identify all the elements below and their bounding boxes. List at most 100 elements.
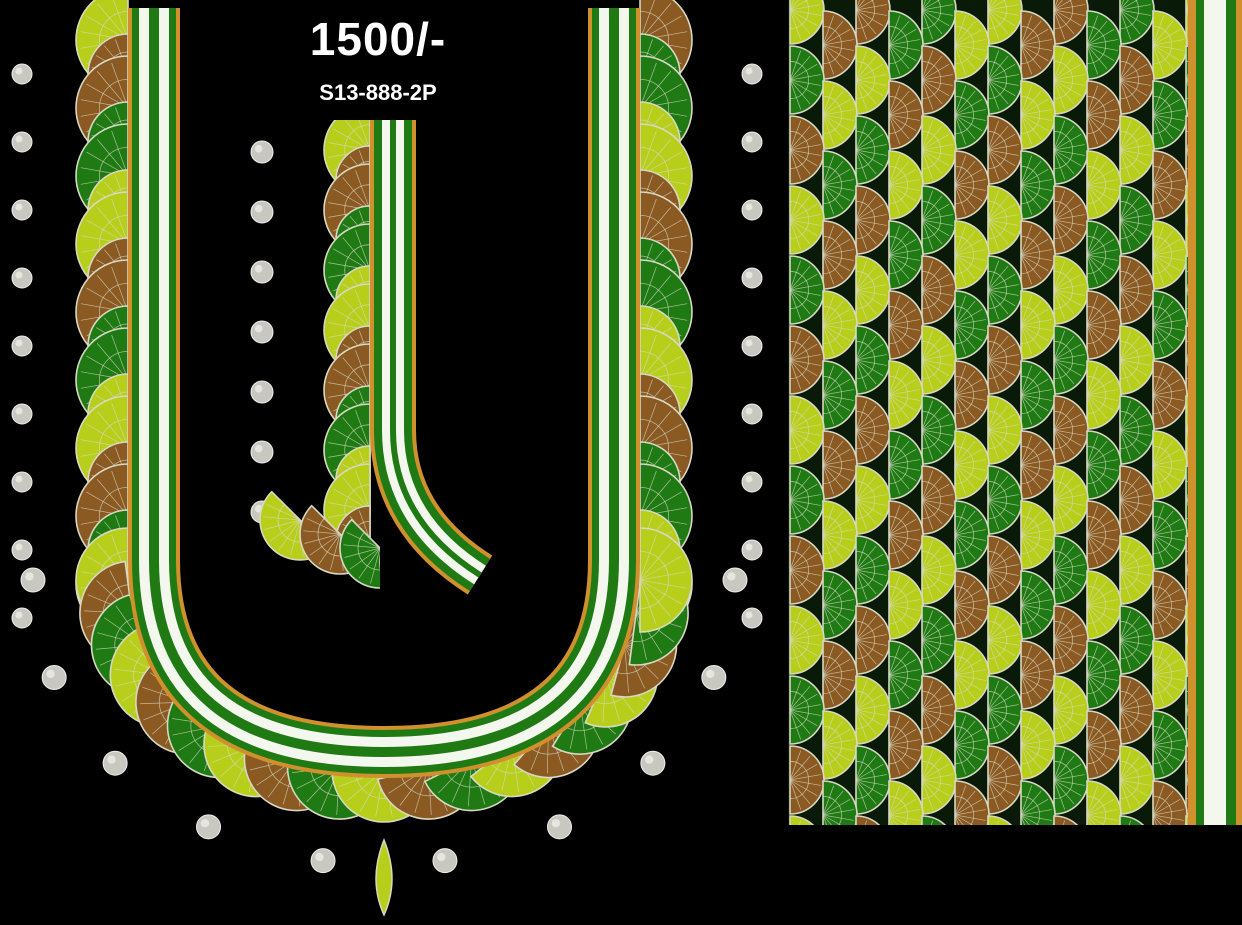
fan-scallop-motif <box>954 220 990 290</box>
fan-scallop-motif <box>1119 605 1155 675</box>
fan-scallop-motif <box>1152 80 1188 150</box>
fan-scallop-motif <box>1086 500 1122 570</box>
fan-scallop-motif <box>1020 220 1056 290</box>
fan-scallop-motif <box>987 45 1023 115</box>
fan-scallop-motif <box>1053 675 1089 745</box>
fan-scallop-motif <box>855 325 891 395</box>
fan-scallop-motif <box>855 395 891 465</box>
fan-scallop-motif <box>822 10 858 80</box>
fan-scallop-motif <box>888 80 924 150</box>
fan-scallop-motif <box>855 815 881 825</box>
fan-scallop-motif <box>1020 290 1056 360</box>
fan-scallop-motif <box>1119 185 1155 255</box>
fan-scallop-motif <box>954 780 990 825</box>
fan-scallop-motif <box>1020 570 1056 640</box>
bead-drop-motif <box>741 199 763 221</box>
fan-scallop-motif <box>1119 395 1155 465</box>
fan-scallop-motif <box>1119 325 1155 395</box>
fan-scallop-motif <box>1119 745 1155 815</box>
fan-scallop-motif <box>855 605 891 675</box>
center-leaf-motif <box>375 837 393 917</box>
fan-scallop-motif <box>855 675 891 745</box>
fan-scallop-motif <box>921 815 947 825</box>
bead-drop-motif <box>250 380 274 404</box>
fan-scallop-motif <box>789 605 825 675</box>
neck-design-main <box>11 0 763 917</box>
fan-scallop-motif <box>1020 640 1056 710</box>
fan-scallop-motif <box>1020 360 1056 430</box>
fan-scallop-motif <box>921 535 957 605</box>
fan-scallop-motif <box>1152 640 1188 710</box>
panel-stripe-white <box>1204 0 1228 825</box>
fan-scallop-motif <box>987 535 1023 605</box>
fan-scallop-motif <box>954 640 990 710</box>
fan-scallop-motif <box>1152 710 1188 780</box>
bead-drop-motif <box>11 403 33 425</box>
fan-scallop-motif <box>1152 780 1188 825</box>
fan-scallop-motif <box>921 325 957 395</box>
fan-scallop-motif <box>888 10 924 80</box>
fan-scallop-motif <box>789 395 825 465</box>
design-code-label: S13-888-2P <box>319 80 437 105</box>
fan-scallop-motif <box>954 10 990 80</box>
bead-drop-motif <box>432 848 458 874</box>
fan-scallop-motif <box>789 115 825 185</box>
fan-scallop-motif <box>1152 430 1188 500</box>
price-label: 1500/- <box>309 13 447 65</box>
fan-scallop-motif <box>1086 80 1122 150</box>
fan-scallop-motif <box>1152 570 1188 640</box>
fan-scallop-motif <box>954 150 990 220</box>
fan-scallop-motif <box>921 605 957 675</box>
bead-drop-motif <box>11 607 33 629</box>
fan-scallop-motif <box>855 255 891 325</box>
bead-drop-motif <box>11 335 33 357</box>
fan-scallop-motif <box>822 640 858 710</box>
fan-scallop-motif <box>954 570 990 640</box>
fan-scallop-motif <box>1053 745 1089 815</box>
band-stripe-3 <box>149 8 619 758</box>
fan-scallop-motif <box>888 430 924 500</box>
allover-scallop-panel <box>788 0 1242 825</box>
bead-drop-motif <box>701 664 727 690</box>
fan-scallop-motif <box>987 465 1023 535</box>
fan-scallop-motif <box>888 150 924 220</box>
fan-scallop-motif <box>1053 465 1089 535</box>
fan-scallop-motif <box>1053 45 1089 115</box>
bead-drop-motif <box>741 335 763 357</box>
fan-scallop-motif <box>1053 325 1089 395</box>
fan-scallop-motif <box>921 185 957 255</box>
fan-scallop-motif <box>789 325 825 395</box>
fan-scallop-motif <box>1053 115 1089 185</box>
fan-scallop-motif <box>1119 115 1155 185</box>
fan-scallop-motif <box>1086 780 1122 825</box>
bead-drop-motif <box>11 267 33 289</box>
fan-scallop-motif <box>921 465 957 535</box>
fan-scallop-motif <box>1119 535 1155 605</box>
fan-scallop-motif <box>789 815 815 825</box>
fan-scallop-motif <box>888 570 924 640</box>
bead-drop-motif <box>11 131 33 153</box>
fan-scallop-motif <box>855 45 891 115</box>
fan-scallop-motif <box>1053 605 1089 675</box>
bead-drop-motif <box>722 567 748 593</box>
bead-drop-motif <box>741 63 763 85</box>
bead-drop-motif <box>741 471 763 493</box>
fan-scallop-motif <box>1086 360 1122 430</box>
fan-scallop-motif <box>888 500 924 570</box>
fan-scallop-motif <box>1053 0 1089 45</box>
fan-scallop-motif <box>1086 640 1122 710</box>
neck-main-tricolor-band <box>128 8 640 779</box>
fan-scallop-motif <box>1086 290 1122 360</box>
fan-scallop-motif <box>789 745 825 815</box>
fan-scallop-motif <box>1152 290 1188 360</box>
fan-scallop-motif <box>1119 45 1155 115</box>
fan-scallop-motif <box>855 0 891 45</box>
bead-drop-motif <box>250 440 274 464</box>
fan-scallop-motif <box>855 745 891 815</box>
bead-drop-motif <box>11 199 33 221</box>
fan-scallop-motif <box>1020 150 1056 220</box>
fan-scallop-motif <box>1053 535 1089 605</box>
fan-scallop-motif <box>888 640 924 710</box>
fan-scallop-motif <box>987 605 1023 675</box>
